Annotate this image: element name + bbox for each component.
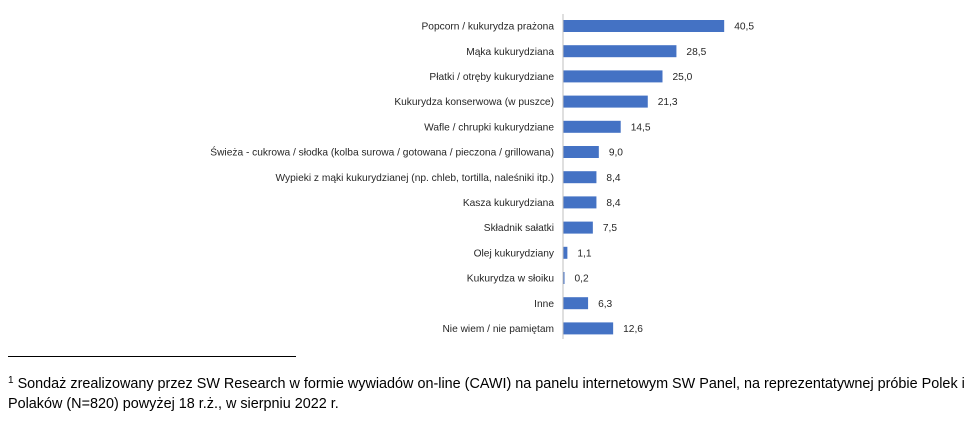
category-label: Mąka kukurydziana	[466, 47, 554, 58]
bar	[563, 297, 589, 310]
category-label: Świeża - cukrowa / słodka (kolba surowa …	[210, 146, 554, 159]
category-label: Kukurydza w słoiku	[467, 274, 554, 285]
footnote-marker: 1	[8, 375, 14, 386]
data-label: 28,5	[686, 47, 706, 58]
category-label: Składnik sałatki	[484, 223, 554, 234]
category-label: Wypieki z mąki kukurydzianej (np. chleb,…	[276, 173, 554, 184]
bar	[563, 146, 599, 158]
data-label: 9,0	[609, 148, 623, 159]
category-label: Wafle / chrupki kukurydziane	[424, 122, 554, 133]
data-label: 8,4	[606, 173, 620, 184]
bar	[563, 196, 597, 209]
bar	[563, 322, 614, 335]
category-label: Kasza kukurydziana	[463, 198, 555, 209]
bar	[563, 272, 565, 284]
category-label: Kukurydza konserwowa (w puszce)	[394, 97, 554, 108]
bar	[563, 20, 725, 32]
bar	[563, 120, 621, 133]
bar	[563, 45, 677, 58]
category-label: Inne	[534, 299, 554, 310]
data-label: 8,4	[606, 198, 620, 209]
category-label: Olej kukurydziany	[474, 248, 555, 259]
data-label: 12,6	[623, 324, 643, 335]
bar	[563, 171, 597, 184]
category-label: Nie wiem / nie pamiętam	[442, 324, 554, 335]
footnote: 1 Sondaż zrealizowany przez SW Research …	[8, 374, 974, 414]
bar	[563, 246, 568, 259]
data-label: 6,3	[598, 299, 612, 310]
bar	[563, 95, 648, 108]
data-label: 21,3	[658, 97, 678, 108]
category-label: Popcorn / kukurydza prażona	[421, 22, 554, 33]
category-label: Płatki / otręby kukurydziane	[429, 72, 554, 83]
footnote-divider	[8, 356, 296, 357]
data-label: 40,5	[734, 22, 754, 33]
data-label: 0,2	[575, 274, 589, 285]
data-label: 14,5	[631, 122, 651, 133]
bar	[563, 221, 593, 234]
footnote-text: Sondaż zrealizowany przez SW Research w …	[8, 376, 965, 412]
bar	[563, 70, 663, 83]
bar-chart: Popcorn / kukurydza prażona 40,5 Mąka kuku…	[210, 14, 754, 339]
data-label: 7,5	[603, 223, 617, 234]
data-label: 1,1	[577, 248, 591, 259]
data-label: 25,0	[673, 72, 693, 83]
